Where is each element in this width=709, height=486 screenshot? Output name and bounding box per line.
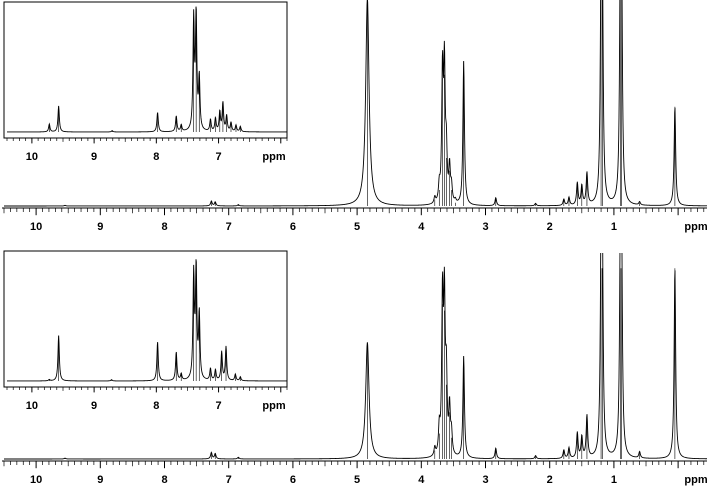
bottom-main-trace (4, 253, 707, 460)
top-main-tick-label: 4 (418, 221, 425, 233)
bottom-inset-tick-label: 10 (26, 400, 38, 412)
top-main-tick-label: 5 (354, 221, 360, 233)
top-inset-tick-label: 9 (91, 151, 97, 163)
bottom-main-spectrum-panel: 10 9 8 7 6 5 4 3 2 1 ppm (2, 253, 708, 486)
bottom-inset-frame (3, 250, 288, 388)
top-main-tick-label: 2 (547, 221, 553, 233)
bottom-main-tick-label: 2 (547, 474, 553, 486)
bottom-main-tick-label: 3 (482, 474, 488, 486)
bottom-inset-tick-label: 7 (215, 400, 221, 412)
top-main-trace (4, 0, 707, 207)
top-inset-tick-label: 10 (26, 151, 38, 163)
top-main-tick-label: 7 (226, 221, 232, 233)
bottom-inset-x-unit-label: ppm (262, 400, 285, 412)
bottom-main-tick-label: 10 (30, 474, 42, 486)
top-inset-tick-label: 7 (215, 151, 221, 163)
bottom-main-tick-label: 4 (418, 474, 425, 486)
top-inset-spectrum-panel: 10 9 8 7 ppm (3, 1, 288, 163)
bottom-main-x-unit-label: ppm (684, 474, 707, 486)
top-main-tick-label: 9 (97, 221, 103, 233)
top-main-tick-label: 6 (290, 221, 296, 233)
bottom-main-tick-label: 9 (97, 474, 103, 486)
top-inset-x-unit-label: ppm (262, 151, 285, 163)
bottom-inset-tick-label: 9 (91, 400, 97, 412)
bottom-main-tick-label: 7 (226, 474, 232, 486)
top-main-x-unit-label: ppm (684, 221, 707, 233)
bottom-inset-trace (7, 259, 287, 382)
top-main-tick-label: 3 (482, 221, 488, 233)
bottom-main-tick-label: 5 (354, 474, 360, 486)
bottom-main-tick-label: 6 (290, 474, 296, 486)
bottom-inset-spectrum-panel: 10 9 8 7 ppm (3, 250, 288, 412)
top-inset-frame (3, 1, 288, 139)
bottom-main-tick-label: 1 (611, 474, 617, 486)
top-main-tick-label: 1 (611, 221, 617, 233)
top-main-tick-label: 8 (161, 221, 167, 233)
top-main-spectrum-panel: 10 9 8 7 6 5 4 3 2 1 ppm (2, 0, 708, 233)
bottom-main-tick-label: 8 (161, 474, 167, 486)
top-main-tick-label: 10 (30, 221, 42, 233)
top-inset-tick-label: 8 (153, 151, 159, 163)
bottom-inset-tick-label: 8 (153, 400, 159, 412)
top-inset-trace (7, 6, 287, 133)
